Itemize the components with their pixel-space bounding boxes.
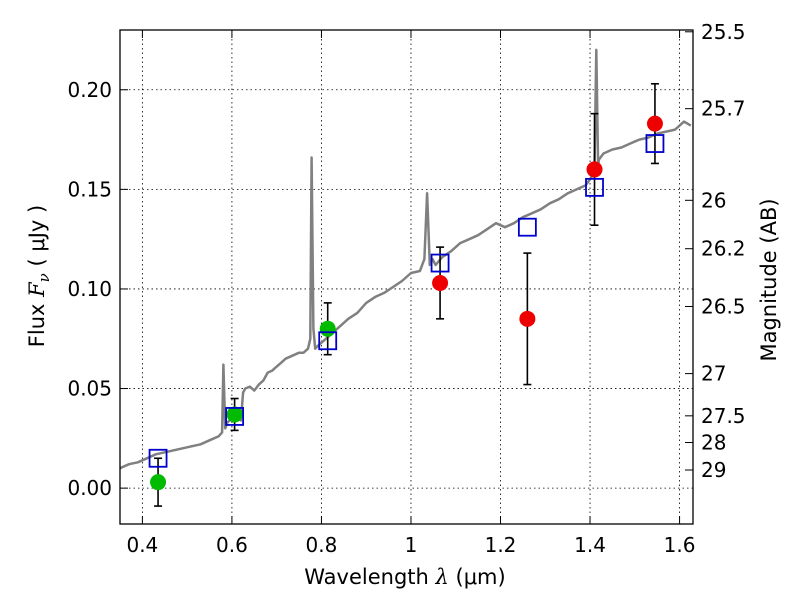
model-photometry-square-5	[585, 177, 604, 197]
red-data-point-3	[646, 115, 663, 132]
y2-tick-label-4: 26.5	[701, 294, 746, 318]
green-data-point-0	[150, 474, 167, 491]
model-photometry-square-3	[430, 253, 450, 273]
x-tick-label-5: 1.4	[574, 533, 606, 557]
y2-tick-label-0: 25.5	[701, 20, 746, 44]
y-tick-label-2: 0.10	[67, 277, 112, 301]
model-photometry-square-6	[645, 134, 665, 153]
x-tick-label-4: 1.2	[485, 533, 517, 557]
y2-tick-label-6: 27.5	[701, 404, 746, 428]
y2-tick-label-3: 26.2	[701, 237, 746, 261]
model-photometry-square-2	[318, 331, 338, 351]
y2-axis-label: Magnitude (AB)	[757, 198, 781, 361]
x-axis-label-unit: (μm)	[449, 565, 506, 589]
points-layer	[148, 82, 665, 507]
axes-layer	[119, 29, 694, 525]
y-axis-label: Flux Fν ( μJy )	[25, 205, 53, 347]
tick-label-layer: 0.4 0.6 0.8 1 1.2 1.4 1.6 0.00 0.05 0.10 0.15 0.20 2…	[67, 20, 745, 557]
y2-tick-label-7: 28	[701, 431, 726, 455]
y2-tick-label-1: 25.7	[701, 97, 746, 121]
red-data-point-1	[519, 310, 536, 327]
y-axis-label-unit: ( μJy )	[25, 205, 49, 273]
y2-tick-label-5: 27	[701, 362, 726, 386]
x-tick-label-6: 1.6	[664, 533, 696, 557]
red-data-point-0	[432, 274, 449, 291]
x-tick-label-2: 0.8	[306, 533, 338, 557]
model-photometry-square-0	[148, 448, 168, 468]
model-layer	[119, 48, 692, 470]
x-tick-label-0: 0.4	[126, 533, 158, 557]
x-axis-label: Wavelength λ (μm)	[304, 565, 505, 589]
model-photometry-square-1	[225, 407, 245, 426]
red-data-point-2	[586, 161, 603, 178]
y2-tick-label-8: 29	[701, 458, 726, 482]
x-axis-label-symbol: λ	[435, 565, 449, 589]
model-photometry-square-4	[517, 217, 537, 237]
y-tick-label-1: 0.05	[67, 377, 112, 401]
y-tick-label-4: 0.20	[67, 78, 112, 102]
y-axis-label-symbol: F	[25, 281, 49, 298]
y-tick-label-0: 0.00	[67, 476, 112, 500]
y-axis-label-subscript: ν	[35, 273, 53, 282]
green-data-point-1	[226, 406, 243, 423]
model-spectrum-line	[119, 48, 692, 470]
y2-tick-label-2: 26	[701, 188, 726, 212]
green-data-point-2	[319, 320, 336, 337]
y-axis-label-prefix: Flux	[25, 297, 49, 347]
y-tick-label-3: 0.15	[67, 177, 112, 201]
x-tick-label-3: 1	[405, 533, 418, 557]
plot-frame	[119, 29, 694, 525]
x-tick-label-1: 0.6	[216, 533, 248, 557]
x-axis-label-prefix: Wavelength	[304, 565, 435, 589]
